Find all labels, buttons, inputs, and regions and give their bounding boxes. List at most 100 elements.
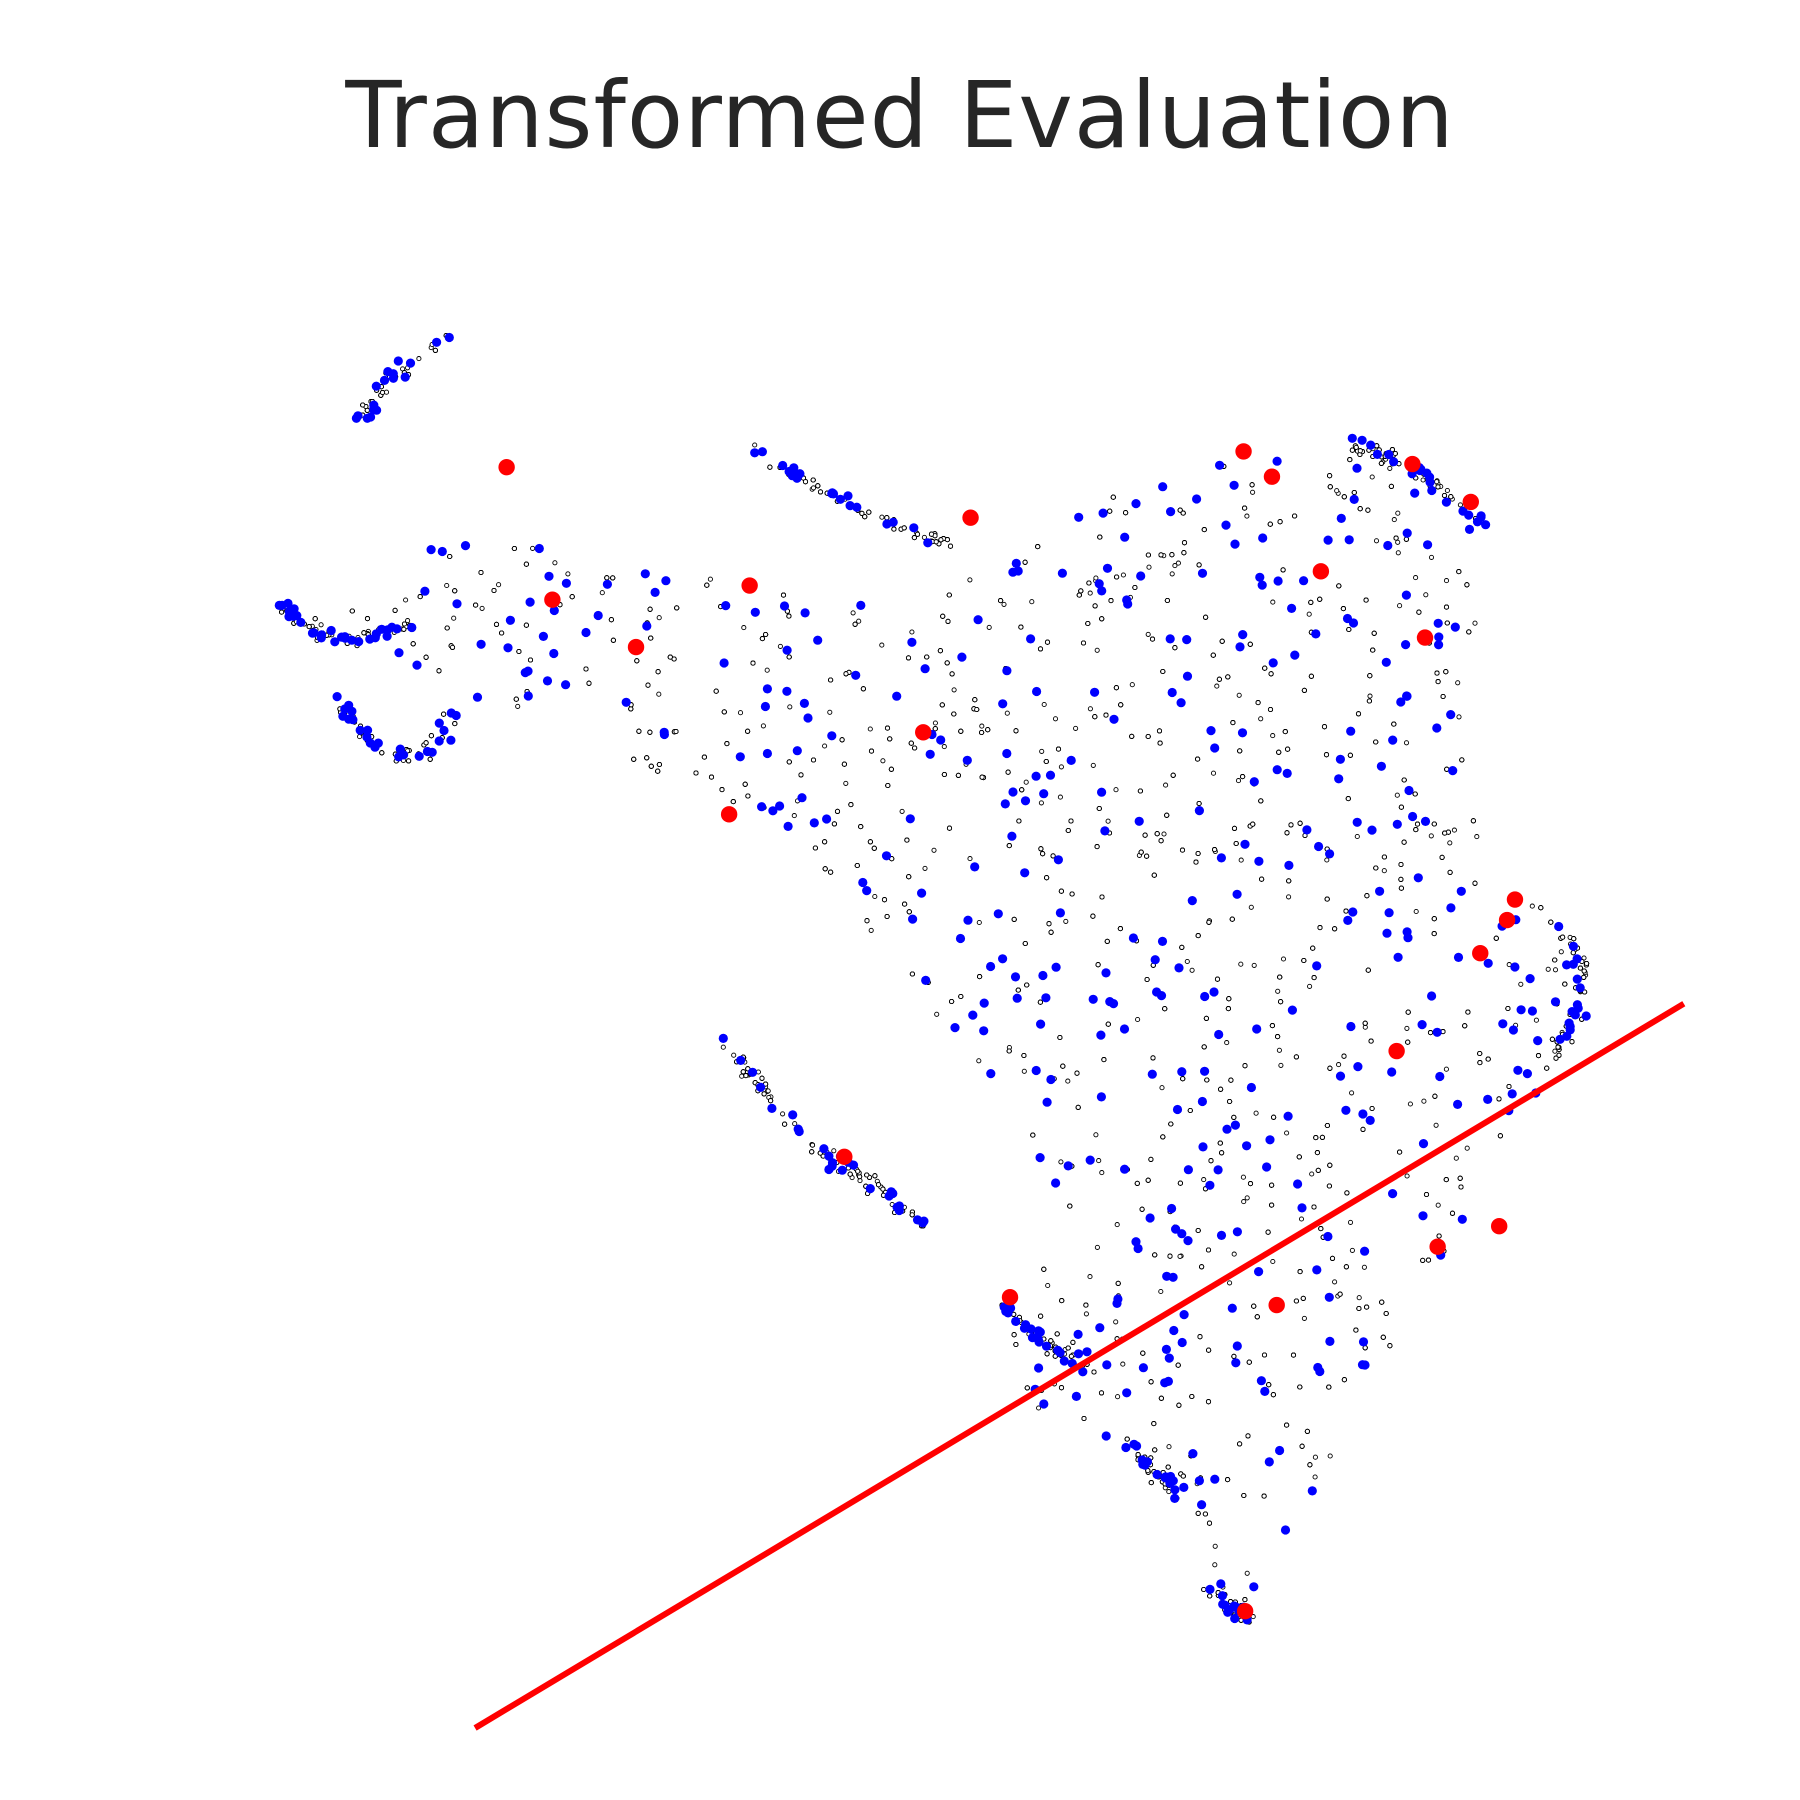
background-point bbox=[1159, 1085, 1165, 1091]
background-point bbox=[1545, 966, 1551, 972]
background-point bbox=[986, 624, 992, 630]
background-point bbox=[1115, 1394, 1121, 1400]
background-point bbox=[1129, 682, 1135, 688]
background-point bbox=[1457, 502, 1463, 508]
background-point bbox=[1391, 517, 1397, 523]
background-point bbox=[1404, 1173, 1410, 1179]
background-point bbox=[1113, 1319, 1119, 1325]
background-point bbox=[403, 597, 409, 603]
background-point bbox=[1189, 967, 1195, 973]
background-point bbox=[1324, 857, 1330, 863]
background-point bbox=[1023, 779, 1029, 785]
background-point bbox=[1039, 748, 1045, 754]
background-point bbox=[1270, 599, 1276, 605]
background-point bbox=[967, 577, 973, 583]
background-point bbox=[1166, 1444, 1172, 1450]
background-point bbox=[1286, 894, 1292, 900]
background-point bbox=[1120, 1361, 1126, 1367]
background-point bbox=[1354, 833, 1360, 840]
background-point bbox=[1146, 564, 1152, 570]
background-point bbox=[1558, 949, 1564, 955]
background-point bbox=[1065, 1078, 1071, 1084]
background-point bbox=[967, 856, 973, 862]
background-point bbox=[752, 442, 758, 448]
background-point bbox=[1395, 550, 1401, 556]
background-point bbox=[1235, 778, 1242, 784]
background-point bbox=[1407, 1101, 1413, 1107]
background-point bbox=[1276, 1047, 1282, 1053]
background-point bbox=[777, 643, 783, 649]
background-point bbox=[1244, 1195, 1250, 1201]
background-point bbox=[1045, 1282, 1051, 1289]
background-point bbox=[1184, 958, 1190, 965]
background-point bbox=[792, 1121, 798, 1127]
background-point bbox=[941, 744, 947, 750]
background-point bbox=[822, 743, 828, 749]
background-point bbox=[1258, 716, 1264, 722]
background-point bbox=[1356, 1295, 1362, 1301]
background-point bbox=[1327, 1453, 1333, 1459]
background-point bbox=[720, 1044, 726, 1050]
background-point bbox=[1083, 1311, 1089, 1317]
background-point bbox=[1212, 1543, 1218, 1549]
background-point bbox=[1105, 818, 1111, 824]
background-point bbox=[1552, 1048, 1558, 1054]
background-point bbox=[444, 582, 450, 589]
background-point bbox=[1312, 1454, 1318, 1460]
background-point bbox=[1058, 764, 1064, 770]
background-point bbox=[1336, 1062, 1342, 1068]
background-point bbox=[1021, 1068, 1027, 1074]
background-point bbox=[1251, 962, 1257, 968]
background-point bbox=[922, 865, 928, 871]
background-point bbox=[1312, 1474, 1318, 1480]
background-point bbox=[1367, 693, 1373, 699]
background-point bbox=[976, 919, 982, 926]
background-point bbox=[1036, 1405, 1042, 1411]
background-point bbox=[1244, 1570, 1250, 1576]
background-point bbox=[1421, 1098, 1427, 1104]
background-point bbox=[1231, 1251, 1237, 1257]
background-point bbox=[1161, 831, 1167, 837]
background-point bbox=[1349, 1090, 1355, 1096]
background-point bbox=[1087, 590, 1093, 596]
background-point bbox=[827, 709, 833, 715]
background-point bbox=[1349, 1247, 1355, 1253]
background-point bbox=[1253, 1110, 1259, 1116]
background-point bbox=[1063, 918, 1069, 924]
background-point bbox=[1163, 782, 1169, 788]
background-point bbox=[1041, 701, 1047, 708]
background-point bbox=[1169, 571, 1175, 577]
background-point bbox=[1369, 474, 1375, 480]
background-point bbox=[1224, 1040, 1230, 1046]
background-point bbox=[1166, 1489, 1172, 1495]
background-point bbox=[1309, 1171, 1315, 1177]
background-point bbox=[1334, 488, 1340, 494]
background-point bbox=[416, 356, 422, 362]
background-point bbox=[1093, 1132, 1099, 1138]
background-point bbox=[1240, 1174, 1246, 1180]
background-point bbox=[899, 808, 905, 814]
background-point bbox=[1413, 908, 1419, 915]
background-point bbox=[1073, 725, 1079, 731]
background-point bbox=[1306, 611, 1312, 617]
background-point bbox=[1212, 1562, 1218, 1568]
background-point bbox=[1099, 1170, 1105, 1176]
background-point bbox=[1201, 1177, 1207, 1183]
background-point bbox=[857, 1178, 863, 1184]
background-point bbox=[1135, 1016, 1141, 1023]
background-point bbox=[850, 610, 856, 616]
background-point bbox=[1529, 903, 1535, 909]
background-point bbox=[1087, 1274, 1093, 1280]
background-point bbox=[1464, 1145, 1470, 1151]
background-point bbox=[1453, 1155, 1459, 1161]
background-point bbox=[1387, 465, 1393, 471]
background-point bbox=[787, 704, 793, 710]
background-point bbox=[1244, 513, 1250, 519]
background-point bbox=[867, 726, 873, 732]
background-point bbox=[1433, 1122, 1439, 1128]
background-point bbox=[1443, 578, 1450, 584]
background-point bbox=[1158, 1288, 1164, 1295]
background-point bbox=[656, 691, 662, 697]
background-point bbox=[656, 615, 662, 621]
